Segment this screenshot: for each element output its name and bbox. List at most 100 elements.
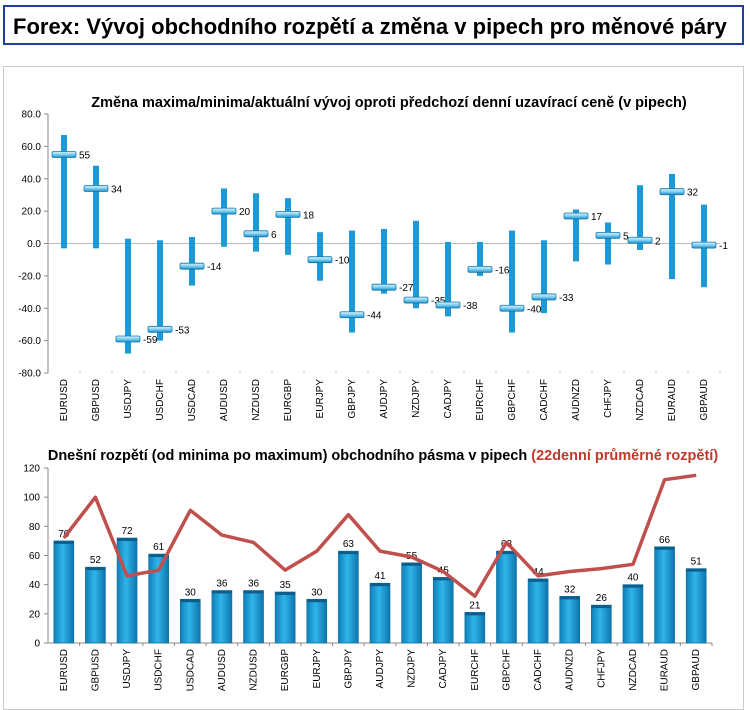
chart2-bar-cap [338, 551, 359, 555]
chart1-current-marker [499, 304, 525, 312]
chart2-category-label: NZDCAD [628, 649, 639, 691]
chart2-category-label: AUDJPY [375, 649, 386, 689]
chart1-category-label: EURJPY [315, 379, 326, 419]
chart1-range-bar [189, 237, 195, 286]
chart2-bar-cap [275, 591, 296, 595]
chart1-category-label: GBPUSD [91, 379, 102, 421]
chart2-bar [116, 537, 138, 644]
chart1-current-marker [595, 232, 621, 239]
chart2-data-label: 21 [469, 600, 481, 611]
chart1-range-bar [157, 240, 163, 341]
chart2-bar-cap [686, 568, 707, 572]
chart1-ytick-label: 40.0 [22, 174, 42, 185]
chart1-category-label: EURCHF [475, 379, 486, 421]
chart1-data-label: 17 [591, 212, 603, 223]
chart2-bar [338, 550, 359, 644]
chart1-category-label: NZDJPY [411, 379, 422, 418]
chart2-data-label: 61 [153, 542, 165, 553]
chart1-current-marker [179, 262, 205, 270]
chart1-category-label: USDJPY [123, 379, 134, 419]
chart2-data-label: 36 [216, 579, 228, 590]
chart2-data-label: 40 [627, 573, 639, 584]
chart2-title-main: Dnešní rozpětí (od minima po maximum) ob… [48, 448, 527, 464]
chart2-bar [591, 604, 612, 644]
chart2-bar-cap [622, 584, 643, 588]
chart2-bar-cap [148, 554, 169, 558]
chart1-data-label: -33 [559, 293, 574, 304]
chart2-bar [274, 591, 296, 644]
chart2-bar-cap [433, 577, 454, 581]
chart2-data-label: 70 [58, 529, 70, 540]
chart1-range-bar [573, 209, 579, 262]
chart2-ytick-label: 80 [29, 522, 41, 533]
chart1-current-marker [563, 212, 589, 220]
chart2-bar-cap [180, 599, 201, 603]
chart1-range-bar [349, 230, 355, 333]
chart1-category-label: GBPJPY [347, 379, 358, 419]
chart1-data-label: 34 [111, 184, 123, 195]
chart2-category-label: USDCHF [154, 649, 165, 691]
chart1-current-marker [275, 210, 301, 218]
chart2-category-label: GBPJPY [343, 649, 354, 689]
chart2-category-label: EURAUD [660, 649, 671, 691]
chart2-ytick-label: 20 [29, 609, 41, 620]
chart1-range-bar [93, 165, 99, 249]
chart2-bar-cap [243, 590, 264, 594]
chart1-data-label: 18 [303, 210, 315, 221]
chart2-ytick-label: 100 [23, 493, 40, 504]
chart1-current-marker [115, 335, 141, 343]
chart2-category-label: CHFJPY [596, 649, 607, 688]
chart1-range-bar [413, 220, 419, 309]
chart1-data-label: 55 [79, 150, 91, 161]
chart1-category-label: CADCHF [539, 379, 550, 421]
chart2-bar-cap [53, 540, 74, 544]
chart2-category-label: EURUSD [59, 649, 70, 691]
chart2-data-label: 30 [311, 587, 323, 598]
chart2-title-highlight-text: (22denní průměrné rozpětí) [531, 448, 718, 464]
chart2-category-label: EURGBP [280, 649, 291, 692]
chart1-range-bar [61, 135, 67, 249]
chart2-ytick-label: 0 [34, 639, 40, 650]
chart2-data-label: 52 [90, 555, 102, 566]
chart2-data-label: 44 [533, 567, 545, 578]
chart2-data-label: 66 [659, 535, 671, 546]
chart1-range-bar [509, 230, 515, 333]
chart2-bar-cap [496, 551, 517, 555]
chart1-current-marker [307, 256, 333, 264]
chart1-data-label: -27 [399, 283, 414, 294]
chart2-data-label: 41 [374, 571, 386, 582]
chart1-category-label: EURUSD [59, 379, 70, 421]
chart1-data-label: -14 [207, 262, 222, 273]
chart1-ytick-label: 80.0 [22, 110, 42, 121]
chart2-bar [211, 590, 233, 644]
chart1-current-marker [211, 207, 237, 215]
chart1-current-marker [51, 151, 77, 158]
chart2-bar [432, 577, 454, 644]
chart2-bar-cap [654, 546, 675, 550]
chart1-category-label: GBPAUD [699, 379, 710, 421]
chart2-data-label: 72 [121, 526, 133, 537]
page-title: Forex: Vývoj obchodního rozpětí a změna … [13, 14, 727, 39]
chart2-category-label: EURCHF [470, 649, 481, 691]
chart1-data-label: 32 [687, 188, 699, 199]
chart2-bar [527, 578, 549, 644]
chart2-bar-cap [528, 578, 549, 582]
chart2-bar [654, 546, 675, 644]
chart2-category-label: USDJPY [122, 649, 133, 689]
chart1-data-label: -10 [335, 256, 350, 267]
chart2-bar-cap [464, 612, 485, 616]
chart2-bar [369, 582, 391, 644]
chart2-bar [243, 590, 264, 644]
chart2-bar-cap [370, 583, 390, 587]
chart2-bar [464, 612, 486, 644]
chart1-range-bar [669, 173, 675, 280]
chart1-current-marker [83, 185, 109, 192]
chart2-data-label: 63 [343, 539, 355, 550]
chart1-data-label: -44 [367, 311, 382, 322]
chart1-current-marker [691, 241, 717, 249]
chart1-category-label: AUDJPY [379, 379, 390, 419]
chart2-title: Dnešní rozpětí (od minima po maximum) ob… [48, 448, 718, 464]
chart2-data-label: 51 [691, 557, 703, 568]
chart1-ytick-label: 20.0 [22, 207, 42, 218]
chart1-current-marker [627, 236, 653, 244]
